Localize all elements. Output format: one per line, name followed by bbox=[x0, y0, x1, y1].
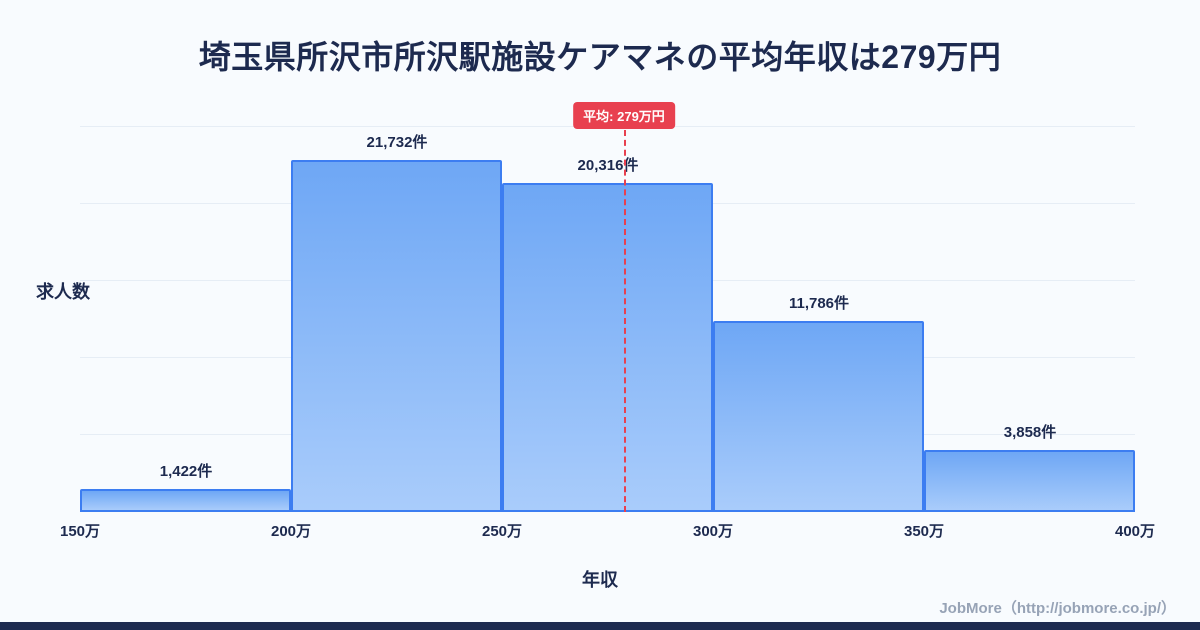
x-tick-label: 250万 bbox=[481, 523, 523, 540]
bar-value-label: 3,858件 bbox=[1003, 424, 1057, 441]
bar-value-label: 21,732件 bbox=[366, 134, 428, 151]
footer-credit: JobMore（http://jobmore.co.jp/） bbox=[939, 600, 1176, 617]
plot-area: 平均: 279万円 1,422件 21,732件 20,316件 11,786件 3,8… bbox=[60, 100, 1155, 540]
bar-value-label: 1,422件 bbox=[159, 463, 213, 480]
x-tick-label: 200万 bbox=[270, 523, 312, 540]
histogram-bar bbox=[713, 321, 924, 512]
histogram-bar bbox=[502, 183, 713, 512]
x-tick-label: 400万 bbox=[1114, 523, 1156, 540]
y-axis-label: 求人数 bbox=[36, 282, 90, 302]
bar-value-label: 11,786件 bbox=[788, 295, 850, 312]
histogram-bar bbox=[291, 160, 502, 512]
bottom-strip bbox=[0, 622, 1200, 630]
average-line bbox=[624, 130, 626, 512]
histogram-bar bbox=[80, 489, 291, 512]
bar-value-label: 20,316件 bbox=[577, 157, 639, 174]
average-badge: 平均: 279万円 bbox=[573, 102, 675, 129]
x-tick-label: 300万 bbox=[692, 523, 734, 540]
x-axis-label: 年収 bbox=[582, 570, 618, 590]
x-tick-label: 150万 bbox=[59, 523, 101, 540]
chart-title: 埼玉県所沢市所沢駅施設ケアマネの平均年収は279万円 bbox=[198, 39, 1002, 75]
x-tick-label: 350万 bbox=[903, 523, 945, 540]
histogram-bar bbox=[924, 450, 1135, 512]
